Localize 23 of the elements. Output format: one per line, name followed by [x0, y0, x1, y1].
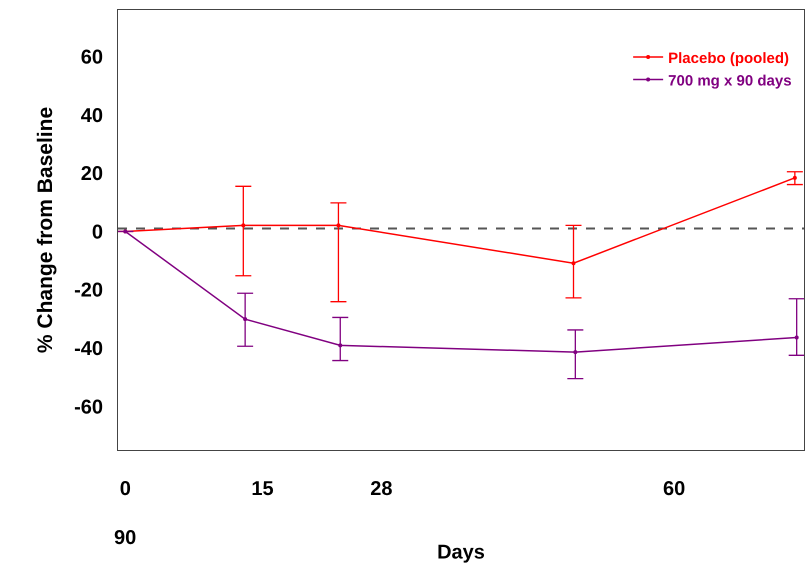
- x-axis-title: Days: [437, 542, 485, 564]
- y-tick-label: 20: [80, 163, 103, 186]
- x-tick-label: 28: [370, 478, 393, 500]
- point: [572, 261, 576, 266]
- text: 90: [114, 527, 136, 549]
- legend-label: Placebo (pooled): [668, 50, 789, 67]
- x-tick-label: 60: [662, 478, 686, 500]
- point: [243, 317, 248, 322]
- point: [338, 343, 342, 348]
- y-tick-label: -60: [74, 396, 103, 418]
- y-tick-label: 40: [80, 104, 103, 127]
- y-tick-label: 0: [92, 221, 103, 244]
- legend-label: 700 mg x 90 days: [668, 72, 792, 90]
- x-tick-label: 15: [251, 478, 274, 500]
- point: [794, 336, 799, 340]
- y-tick-label: -20: [74, 280, 103, 302]
- x-tick-label: 0: [120, 478, 131, 500]
- point: [241, 223, 246, 228]
- point: [573, 350, 578, 354]
- point: [336, 223, 340, 228]
- y-axis-title: % Change from Baseline: [34, 106, 58, 354]
- y-tick-label: 60: [80, 46, 103, 69]
- y-tick-label: -40: [74, 338, 103, 360]
